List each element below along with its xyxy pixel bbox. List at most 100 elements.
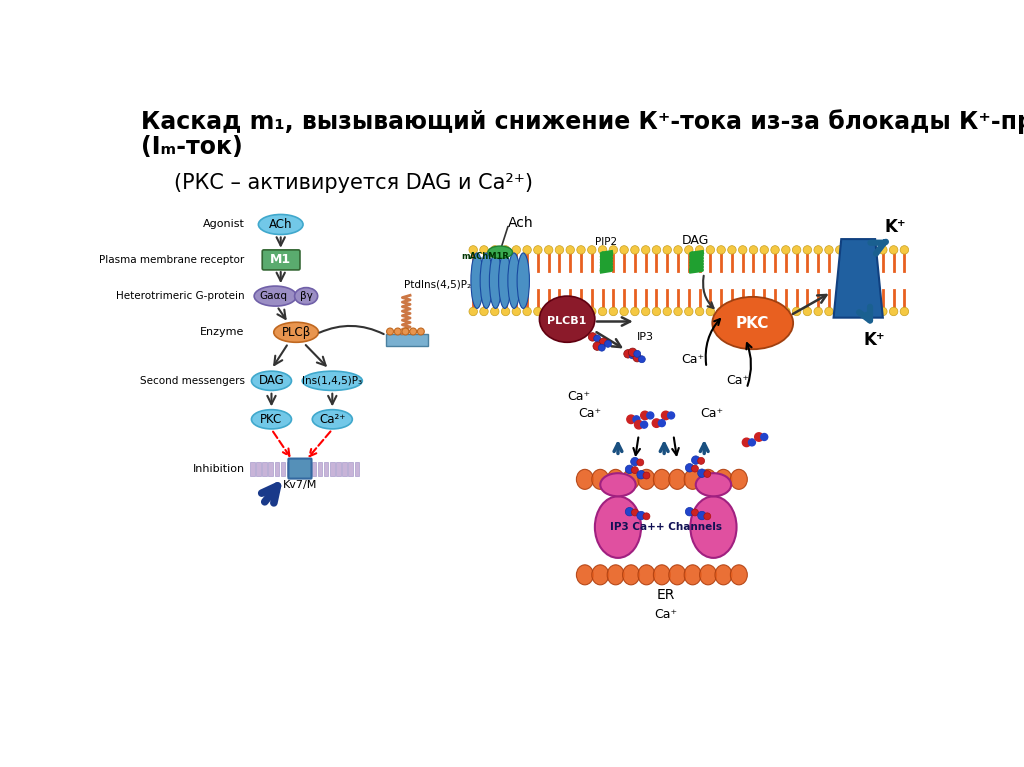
Circle shape — [629, 352, 636, 359]
Bar — [287, 462, 292, 476]
Ellipse shape — [295, 288, 317, 304]
Circle shape — [566, 245, 574, 254]
Circle shape — [555, 308, 563, 316]
Circle shape — [691, 509, 698, 516]
Bar — [281, 462, 286, 476]
Bar — [354, 462, 359, 476]
Circle shape — [626, 508, 634, 516]
Text: PKC: PKC — [260, 413, 283, 426]
Circle shape — [814, 308, 822, 316]
Text: Ins(1,4,5)P₃: Ins(1,4,5)P₃ — [302, 376, 362, 386]
Circle shape — [695, 308, 703, 316]
Text: DAG: DAG — [259, 374, 285, 387]
Ellipse shape — [638, 469, 655, 489]
Circle shape — [594, 335, 601, 342]
Circle shape — [418, 328, 424, 335]
Ellipse shape — [592, 469, 608, 489]
Circle shape — [793, 308, 801, 316]
Bar — [256, 462, 261, 476]
Circle shape — [490, 245, 499, 254]
Circle shape — [742, 438, 751, 446]
Circle shape — [637, 459, 644, 466]
Circle shape — [867, 245, 877, 254]
Circle shape — [836, 308, 844, 316]
Circle shape — [480, 308, 488, 316]
Circle shape — [637, 470, 645, 479]
Text: (РКС – активируется DAG и Ca²⁺): (РКС – активируется DAG и Ca²⁺) — [174, 173, 534, 193]
Circle shape — [387, 328, 393, 335]
Circle shape — [633, 416, 640, 423]
Circle shape — [771, 308, 779, 316]
Circle shape — [728, 308, 736, 316]
Ellipse shape — [684, 469, 701, 489]
Text: Ca⁺: Ca⁺ — [567, 390, 590, 403]
Circle shape — [480, 245, 488, 254]
Text: Agonist: Agonist — [203, 219, 245, 229]
Circle shape — [691, 465, 698, 472]
Circle shape — [728, 245, 736, 254]
Text: M1: M1 — [270, 253, 291, 266]
Circle shape — [658, 420, 666, 426]
Circle shape — [824, 308, 834, 316]
Circle shape — [555, 245, 563, 254]
Circle shape — [632, 466, 638, 473]
Circle shape — [749, 439, 756, 446]
Text: IP3: IP3 — [637, 332, 654, 342]
Text: PKC: PKC — [736, 315, 769, 331]
Bar — [268, 462, 273, 476]
Circle shape — [738, 245, 746, 254]
Circle shape — [890, 245, 898, 254]
Ellipse shape — [577, 469, 593, 489]
Circle shape — [761, 433, 768, 440]
Circle shape — [846, 308, 855, 316]
Ellipse shape — [487, 246, 512, 258]
Circle shape — [857, 308, 865, 316]
Circle shape — [632, 509, 638, 516]
Text: Каскад m₁, вызывающий снижение К⁺-тока из-за блокады К⁺-проводимости: Каскад m₁, вызывающий снижение К⁺-тока и… — [141, 109, 1024, 133]
Ellipse shape — [715, 565, 732, 585]
Circle shape — [502, 308, 510, 316]
Circle shape — [620, 245, 629, 254]
Circle shape — [691, 456, 700, 464]
Text: Inhibition: Inhibition — [193, 464, 245, 474]
Bar — [330, 462, 335, 476]
Ellipse shape — [699, 469, 717, 489]
Circle shape — [755, 433, 763, 441]
Text: Gaαq: Gaαq — [259, 291, 287, 301]
FancyBboxPatch shape — [289, 459, 311, 479]
Circle shape — [900, 245, 908, 254]
Circle shape — [410, 328, 417, 335]
Circle shape — [685, 463, 694, 472]
Ellipse shape — [517, 253, 529, 308]
Ellipse shape — [713, 297, 794, 349]
Circle shape — [641, 411, 649, 420]
Circle shape — [685, 308, 693, 316]
Ellipse shape — [499, 253, 511, 308]
Circle shape — [836, 245, 844, 254]
Circle shape — [879, 245, 887, 254]
Circle shape — [394, 328, 401, 335]
Circle shape — [637, 512, 645, 520]
Ellipse shape — [252, 410, 292, 429]
Circle shape — [668, 412, 675, 419]
Circle shape — [760, 245, 768, 254]
Circle shape — [469, 308, 477, 316]
Circle shape — [588, 245, 596, 254]
Ellipse shape — [684, 565, 701, 585]
Circle shape — [662, 411, 670, 420]
Text: Ach: Ach — [508, 216, 534, 230]
Circle shape — [512, 308, 520, 316]
Text: PtdIns(4,5)P₂: PtdIns(4,5)P₂ — [403, 279, 471, 289]
Ellipse shape — [489, 253, 502, 308]
Bar — [250, 462, 255, 476]
Text: Ca²⁺: Ca²⁺ — [319, 413, 345, 426]
Ellipse shape — [577, 565, 593, 585]
Circle shape — [545, 308, 553, 316]
Circle shape — [703, 513, 711, 520]
Ellipse shape — [607, 565, 625, 585]
Text: Ca⁺: Ca⁺ — [654, 607, 677, 621]
Ellipse shape — [623, 469, 640, 489]
Circle shape — [599, 338, 607, 347]
Ellipse shape — [623, 565, 640, 585]
Bar — [336, 462, 341, 476]
